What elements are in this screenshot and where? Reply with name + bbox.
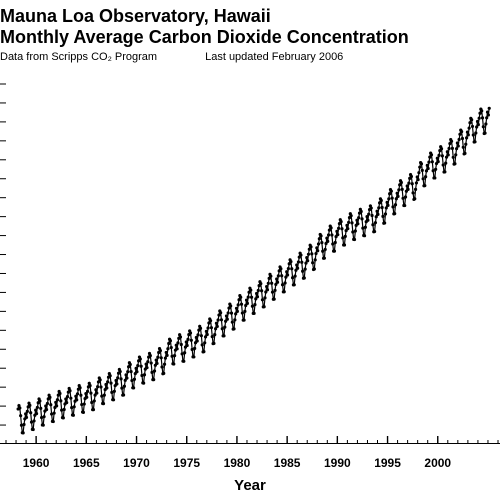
co2-line-chart	[0, 82, 500, 444]
x-tick-label: 1960	[23, 456, 50, 470]
chart-subtitle: Data from Scripps CO₂ Program Last update…	[0, 51, 409, 63]
x-tick-label: 1980	[224, 456, 251, 470]
x-axis-label: Year	[0, 477, 500, 494]
x-tick-label: 1995	[374, 456, 401, 470]
chart-titles: Mauna Loa Observatory, Hawaii Monthly Av…	[0, 6, 409, 63]
title-line-1: Mauna Loa Observatory, Hawaii	[0, 6, 409, 27]
x-tick-label: 1990	[324, 456, 351, 470]
subtitle-left: Data from Scripps CO₂ Program	[0, 51, 157, 63]
x-tick-label: 1985	[274, 456, 301, 470]
x-tick-label: 1965	[73, 456, 100, 470]
x-tick-label: 1970	[123, 456, 150, 470]
x-tick-label: 2000	[424, 456, 451, 470]
subtitle-right: Last updated February 2006	[205, 51, 343, 63]
title-line-2: Monthly Average Carbon Dioxide Concentra…	[0, 27, 409, 48]
x-tick-label: 1975	[173, 456, 200, 470]
